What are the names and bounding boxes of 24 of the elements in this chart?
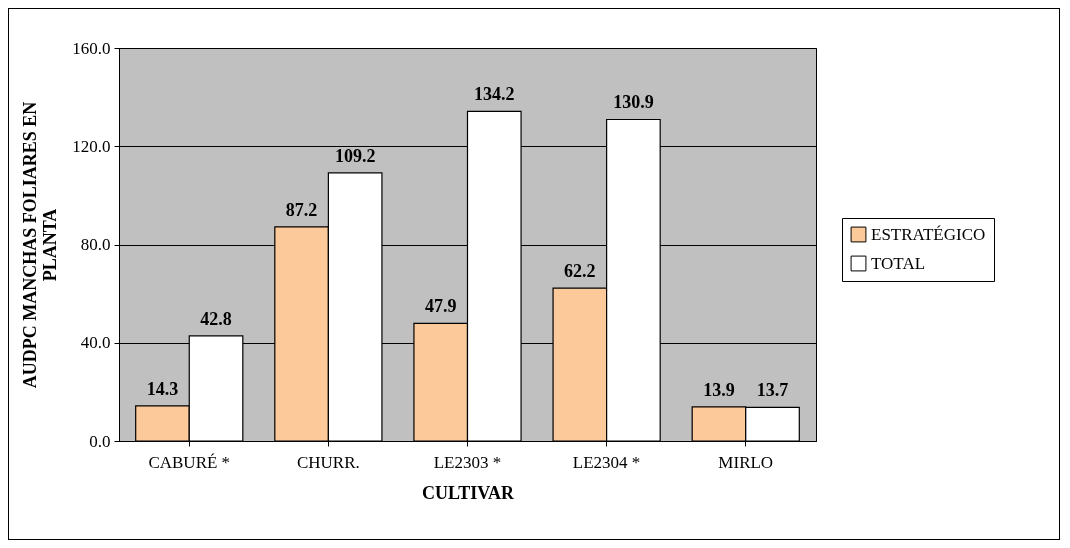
x-tick-label: MIRLO <box>718 452 774 472</box>
y-tick-label: 40.0 <box>80 333 111 353</box>
x-tick-label: LE2304 * <box>572 452 641 472</box>
data-label: 109.2 <box>334 145 376 166</box>
y-tick-label: 80.0 <box>80 235 111 254</box>
data-label: 14.3 <box>146 378 179 399</box>
legend-label: TOTAL <box>871 253 926 273</box>
data-label: 13.9 <box>703 379 735 400</box>
data-label: 130.9 <box>613 92 654 113</box>
data-label: 13.7 <box>756 380 789 401</box>
y-axis-title: AUDPC MANCHAS FOLIARES EN PLANTA <box>20 101 61 389</box>
data-label: 47.9 <box>424 296 457 317</box>
data-label: 62.2 <box>564 261 596 282</box>
data-label: 87.2 <box>285 199 318 220</box>
y-tick-label: 120.0 <box>72 136 111 156</box>
legend-label: ESTRATÉGICO <box>871 224 986 244</box>
y-tick-label: 160.0 <box>72 38 111 58</box>
x-tick-label: LE2303 * <box>433 452 502 472</box>
x-axis-title: CULTIVAR <box>421 482 516 503</box>
x-tick-label: CHURR. <box>296 452 360 472</box>
data-label: 42.8 <box>200 308 232 329</box>
data-label: 134.2 <box>474 84 515 105</box>
y-tick-label: 0.0 <box>89 431 111 451</box>
x-tick-label: CABURÉ * <box>148 452 231 472</box>
